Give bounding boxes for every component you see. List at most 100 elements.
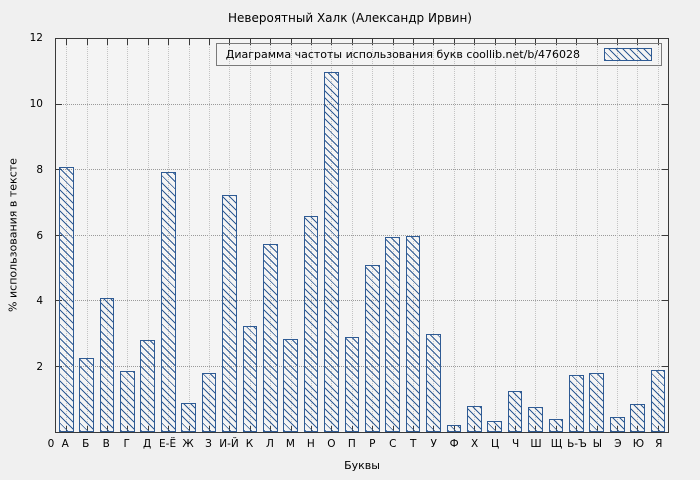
x-tick-label: Н: [306, 438, 315, 450]
x-tick-label: Я: [655, 438, 663, 450]
x-tick-label: К: [245, 438, 254, 450]
x-tick-label: В: [102, 438, 110, 450]
x-tick-label: Ж: [182, 438, 194, 450]
gridline-x: [474, 39, 476, 432]
bar-Ш: [528, 407, 543, 432]
x-tick-label: У: [430, 438, 437, 450]
x-tick-mark: [209, 39, 210, 45]
bar-Н: [303, 215, 319, 432]
bar-slot: [607, 39, 627, 432]
gridline-x: [188, 39, 190, 432]
bar-И-Й: [222, 194, 237, 432]
bar-slot: [403, 39, 423, 432]
y-tick-mark: [662, 365, 668, 367]
bars-layer: [56, 39, 668, 432]
gridline-x: [392, 39, 394, 432]
chart-title: Невероятный Халк (Александр Ирвин): [228, 11, 472, 25]
bar-Щ: [548, 418, 564, 432]
bar-slot: [423, 39, 443, 432]
gridline-x: [657, 39, 659, 432]
y-tick-mark: [662, 234, 668, 236]
bar-У: [426, 333, 441, 432]
x-tick-mark: [576, 39, 578, 45]
x-tick-mark: [270, 39, 272, 45]
x-tick-label: П: [347, 438, 356, 450]
bar-slot: [383, 39, 403, 432]
bar-slot: [240, 39, 260, 432]
gridline-y: [56, 169, 668, 171]
bar-Ж: [181, 402, 196, 432]
x-tick-label: З: [205, 438, 212, 450]
x-tick-label: Д: [143, 438, 152, 450]
gridline-x: [617, 39, 618, 432]
y-tick-mark: [662, 103, 668, 105]
x-tick-mark: [331, 39, 333, 45]
x-tick-mark: [290, 39, 292, 45]
x-tick-label: Г: [123, 438, 130, 450]
bar-Т: [405, 235, 421, 432]
bar-slot: [485, 39, 505, 432]
legend-swatch: [604, 48, 652, 61]
gridline-x: [209, 39, 210, 432]
gridline-x: [433, 39, 435, 432]
bar-slot: [199, 39, 219, 432]
x-tick-mark: [617, 39, 618, 45]
gridline-x: [249, 39, 251, 432]
bar-slot: [587, 39, 607, 432]
bar-Ф: [446, 425, 462, 432]
gridline-x: [372, 39, 374, 432]
bar-Ц: [487, 420, 503, 432]
bar-slot: [362, 39, 382, 432]
bar-slot: [546, 39, 566, 432]
bar-С: [385, 237, 401, 432]
bar-Р: [364, 264, 380, 432]
bar-slot: [97, 39, 117, 432]
gridline-y: [56, 365, 668, 367]
bar-slot: [464, 39, 484, 432]
x-tick-mark: [596, 39, 598, 45]
x-tick-mark: [107, 39, 108, 45]
bar-slot: [178, 39, 198, 432]
bar-Е-Ё: [160, 171, 176, 432]
gridline-x: [86, 39, 88, 432]
gridline-y: [56, 103, 668, 105]
x-tick-mark: [127, 39, 129, 45]
bar-Г: [120, 371, 135, 432]
x-tick-mark: [311, 39, 312, 45]
bar-slot: [260, 39, 280, 432]
x-tick-mark: [433, 39, 435, 45]
gridline-x: [555, 39, 557, 432]
bar-Ь-Ъ: [569, 374, 584, 432]
gridline-y: [56, 300, 668, 302]
y-tick-label: 4: [36, 295, 43, 308]
x-tick-label: Ю: [632, 438, 645, 450]
x-tick-mark: [657, 39, 659, 45]
bar-slot: [301, 39, 321, 432]
x-tick-label: Щ: [550, 438, 563, 450]
bar-Я: [650, 369, 666, 432]
gridline-x: [290, 39, 292, 432]
x-tick-label: Ц: [491, 438, 500, 450]
x-tick-label: С: [389, 438, 397, 450]
x-tick-label: Х: [471, 438, 479, 450]
x-tick-mark: [637, 39, 639, 45]
x-axis-title: Буквы: [344, 459, 380, 472]
bar-Ч: [507, 391, 523, 432]
bar-slot: [505, 39, 525, 432]
x-tick-label: Р: [369, 438, 376, 450]
bar-Э: [609, 417, 625, 432]
legend-label: Диаграмма частоты использования букв coo…: [225, 48, 580, 61]
bar-О: [324, 71, 339, 432]
bar-В: [99, 297, 115, 432]
y-tick-label: 2: [36, 361, 43, 374]
bar-Л: [262, 243, 278, 432]
bar-А: [58, 166, 74, 432]
bar-slot: [566, 39, 586, 432]
x-tick-label: Ш: [530, 438, 542, 450]
bar-Х: [466, 405, 482, 432]
x-tick-mark: [535, 39, 537, 45]
gridline-x: [270, 39, 272, 432]
gridline-x: [515, 39, 516, 432]
x-tick-mark: [413, 39, 414, 45]
gridline-x: [494, 39, 496, 432]
